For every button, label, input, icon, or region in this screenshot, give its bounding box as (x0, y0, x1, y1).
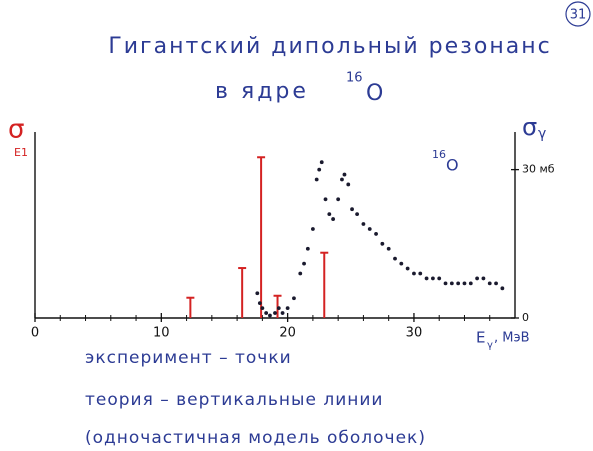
data-point (285, 306, 290, 311)
theory-line (238, 267, 247, 318)
x-tick-label: 30 (406, 326, 423, 341)
data-point (292, 296, 296, 301)
theory-line (257, 156, 266, 318)
data-point (268, 313, 272, 318)
data-point (393, 256, 397, 261)
data-point (327, 212, 332, 217)
x-tick-label: 10 (153, 326, 170, 341)
x-label-symbol: E (476, 329, 485, 347)
data-point (456, 281, 461, 286)
data-point (374, 232, 378, 236)
data-point (280, 311, 285, 315)
data-point (355, 212, 360, 217)
data-point (323, 197, 328, 202)
right-axis-symbol: σ (522, 113, 537, 141)
data-point (367, 227, 372, 231)
data-point (468, 281, 473, 286)
data-point (310, 227, 315, 231)
data-point (405, 266, 410, 271)
data-point (273, 311, 277, 315)
subtitle-mass: 16 (346, 71, 363, 86)
data-point (342, 172, 347, 177)
data-point (494, 281, 498, 286)
data-point (305, 246, 310, 251)
data-point (319, 160, 324, 165)
data-point (317, 167, 322, 172)
data-point (340, 177, 344, 182)
note-line: (одночастичная модель оболочек) (85, 428, 426, 448)
data-point (302, 261, 306, 266)
data-point (336, 197, 341, 202)
data-point (264, 311, 269, 315)
left-axis-symbol: σ (8, 115, 24, 145)
data-point (481, 276, 486, 281)
data-point (257, 301, 262, 306)
inset-mass: 16 (432, 148, 446, 161)
left-axis-subscript: E1 (14, 146, 28, 159)
data-point (462, 281, 467, 286)
y-tick-label: 30 мб (522, 163, 555, 176)
data-point (437, 276, 442, 281)
data-point (500, 286, 505, 291)
theory-line (186, 296, 195, 318)
data-point (424, 276, 429, 281)
data-point (386, 246, 391, 251)
data-point (346, 182, 351, 187)
data-point (314, 177, 319, 182)
page-number: 31 (570, 8, 587, 23)
data-point (449, 281, 454, 286)
data-point (430, 276, 435, 281)
page-number-circle (565, 1, 591, 27)
data-point (475, 276, 480, 281)
x-tick-label: 0 (31, 326, 39, 341)
x-tick-label: 20 (279, 326, 296, 341)
data-point (418, 271, 423, 276)
data-point (350, 207, 354, 212)
subtitle-nucleus: O (366, 81, 383, 106)
data-point (380, 241, 385, 246)
data-point (298, 271, 303, 276)
chart-title: Гигантский дипольный резонанс (108, 34, 551, 59)
theory-line (320, 251, 329, 318)
right-axis-subscript: γ (538, 126, 546, 142)
chart-subtitle: в ядре (215, 79, 309, 104)
x-label-subscript: γ (487, 340, 493, 351)
note-line: теория – вертикальные линии (85, 390, 383, 410)
data-point (331, 217, 336, 221)
inset-nucleus: O (446, 156, 459, 175)
data-point (260, 306, 265, 311)
x-label-unit: , МэВ (494, 331, 530, 346)
data-point (276, 306, 281, 311)
data-point (361, 222, 366, 226)
note-line: эксперимент – точки (85, 348, 292, 368)
y-tick-label: 0 (522, 311, 529, 324)
data-point (487, 281, 492, 286)
data-point (443, 281, 448, 286)
data-point (255, 291, 260, 296)
data-point (399, 261, 404, 266)
data-point (412, 271, 416, 276)
